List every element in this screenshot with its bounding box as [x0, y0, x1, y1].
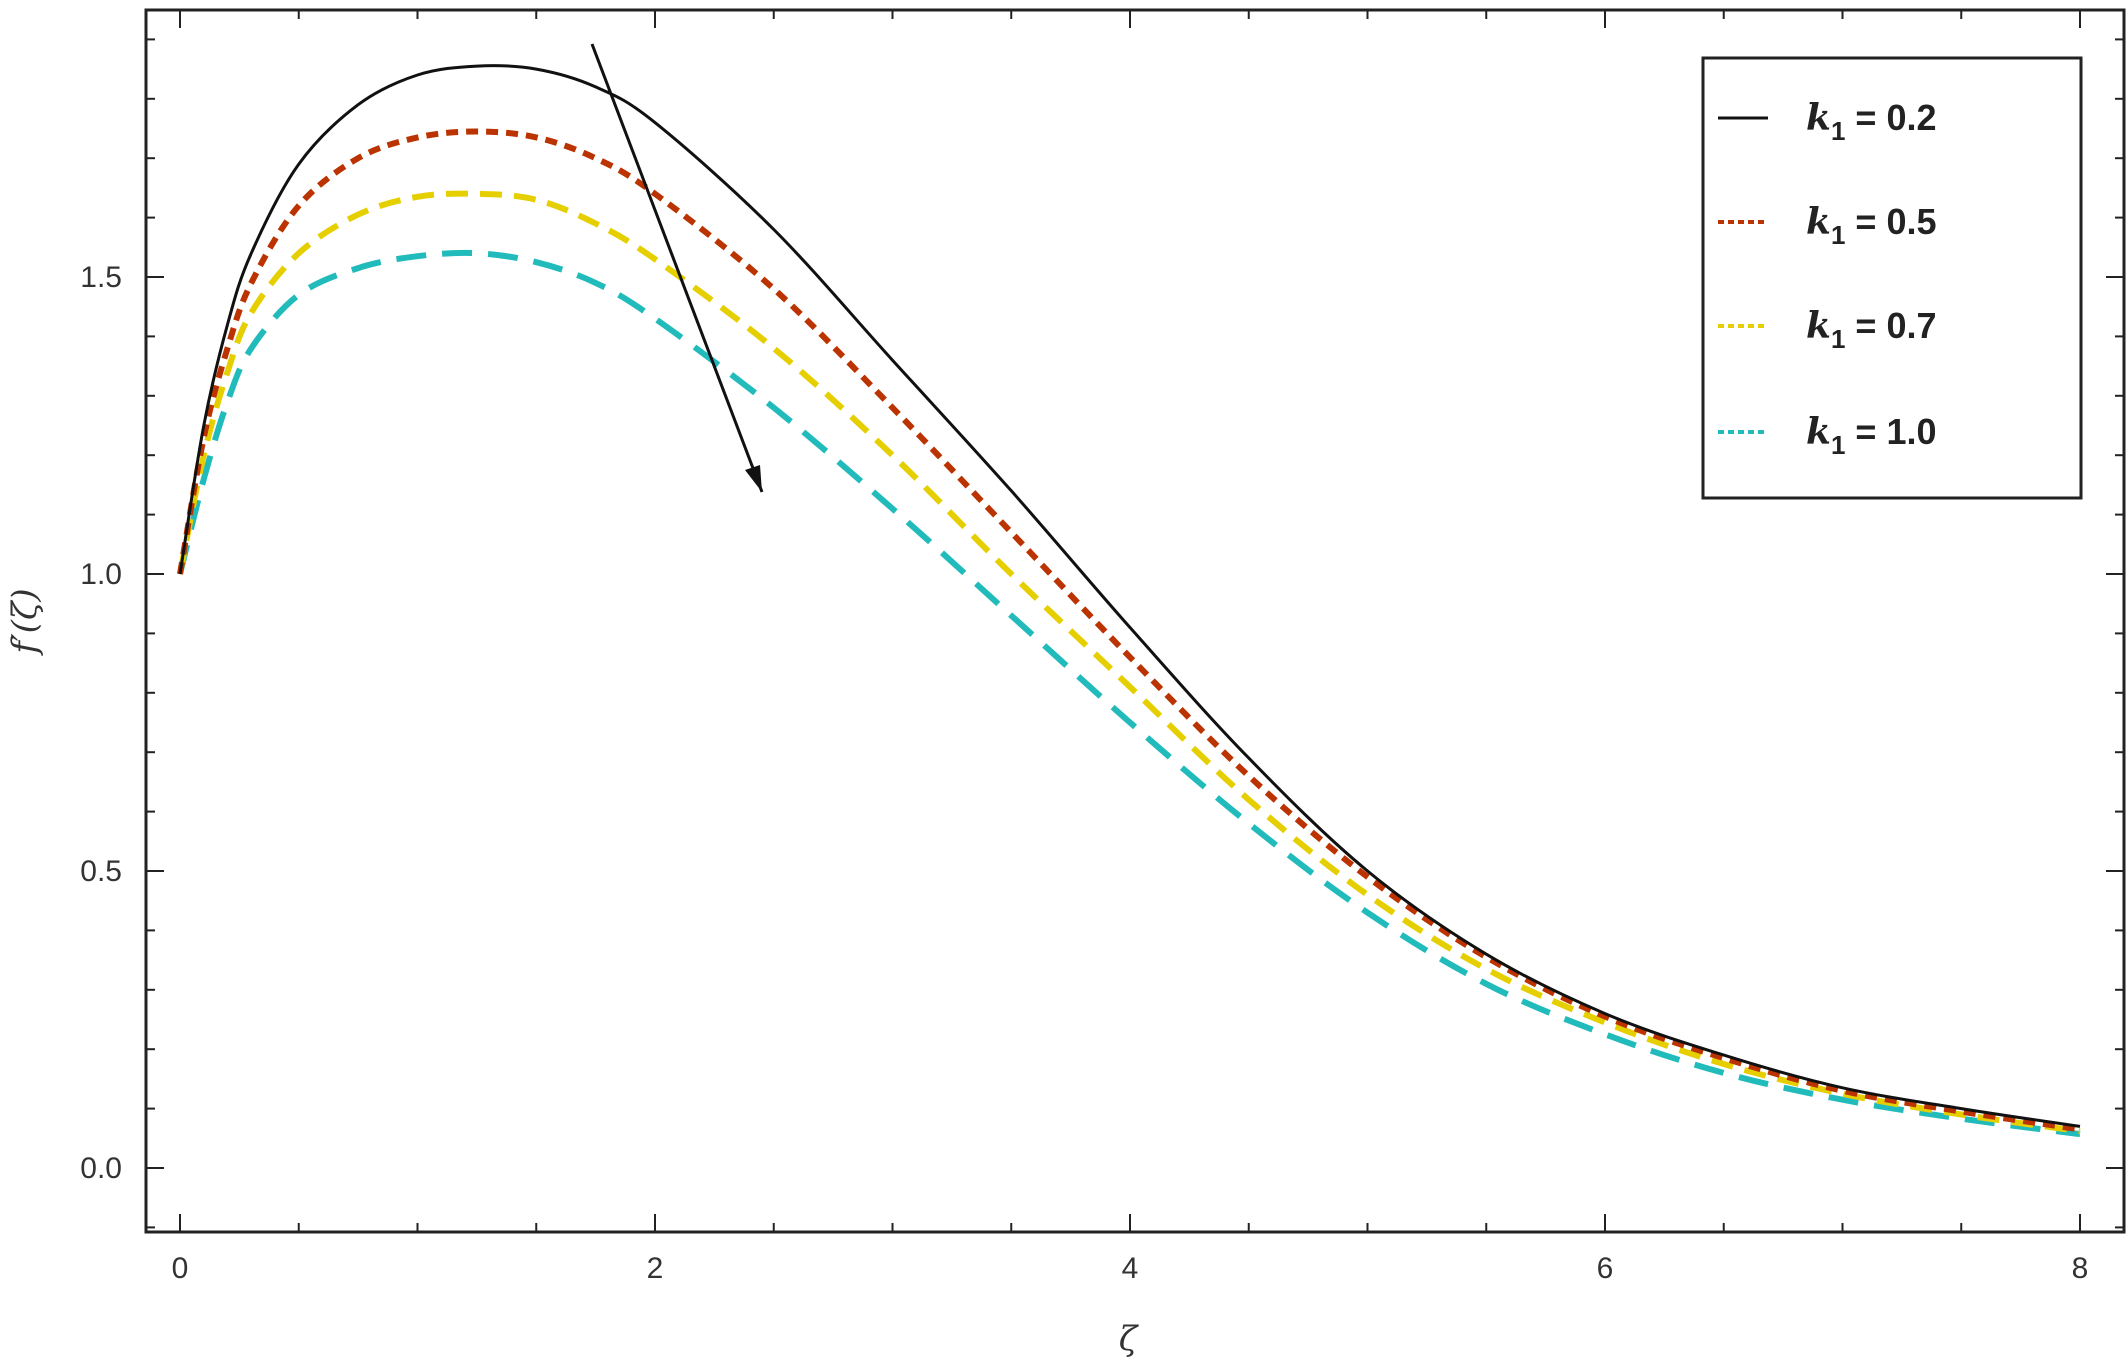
trend-arrow [590, 43, 764, 493]
legend-value: = 0.7 [1855, 305, 1936, 346]
legend-variable: k [1806, 201, 1831, 243]
legend-variable: k [1806, 305, 1831, 347]
y-tick-label: 1.0 [80, 558, 122, 591]
trend-arrow-head [745, 465, 762, 492]
x-tick-label: 2 [647, 1252, 664, 1285]
series-line-0.7 [177, 190, 2081, 1135]
y-axis-label: f′(ζ) [5, 588, 45, 656]
legend-label: k1 = 0.5 [1806, 201, 1937, 250]
x-tick-label: 8 [2072, 1252, 2089, 1285]
legend-label: k1 = 1.0 [1806, 411, 1937, 460]
legend-subscript: 1 [1831, 324, 1845, 354]
legend-box [1701, 56, 2083, 500]
x-tick-label: 6 [1597, 1252, 1614, 1285]
legend-variable: k [1806, 97, 1831, 139]
legend-value: = 0.2 [1855, 97, 1936, 138]
legend-label: k1 = 0.2 [1806, 97, 1937, 146]
series-line-0.2 [178, 64, 2081, 1128]
legend-value: = 1.0 [1855, 411, 1936, 452]
legend-subscript: 1 [1831, 116, 1845, 146]
trend-arrow-shaft [590, 43, 764, 493]
x-tick-label: 0 [172, 1252, 189, 1285]
legend-variable: k [1806, 411, 1831, 453]
series-lines [177, 64, 2081, 1138]
series-line-0.5 [177, 128, 2081, 1133]
legend-label: k1 = 0.7 [1806, 305, 1937, 354]
x-axis-label: ζ [1119, 1319, 1140, 1359]
series-line-1.0 [177, 249, 2081, 1138]
legend-value: = 0.5 [1855, 201, 1936, 242]
y-tick-label: 0.5 [80, 855, 122, 888]
x-tick-label: 4 [1122, 1252, 1139, 1285]
legend-subscript: 1 [1831, 220, 1845, 250]
y-tick-label: 0.0 [80, 1152, 122, 1185]
legend-subscript: 1 [1831, 430, 1845, 460]
legend: k1 = 0.2k1 = 0.5k1 = 0.7k1 = 1.0 [1701, 56, 2083, 500]
y-tick-label: 1.5 [80, 261, 122, 294]
axis-ticks: 0 2 4 6 8 0.0 0.5 1.0 1.5 [80, 10, 2124, 1285]
